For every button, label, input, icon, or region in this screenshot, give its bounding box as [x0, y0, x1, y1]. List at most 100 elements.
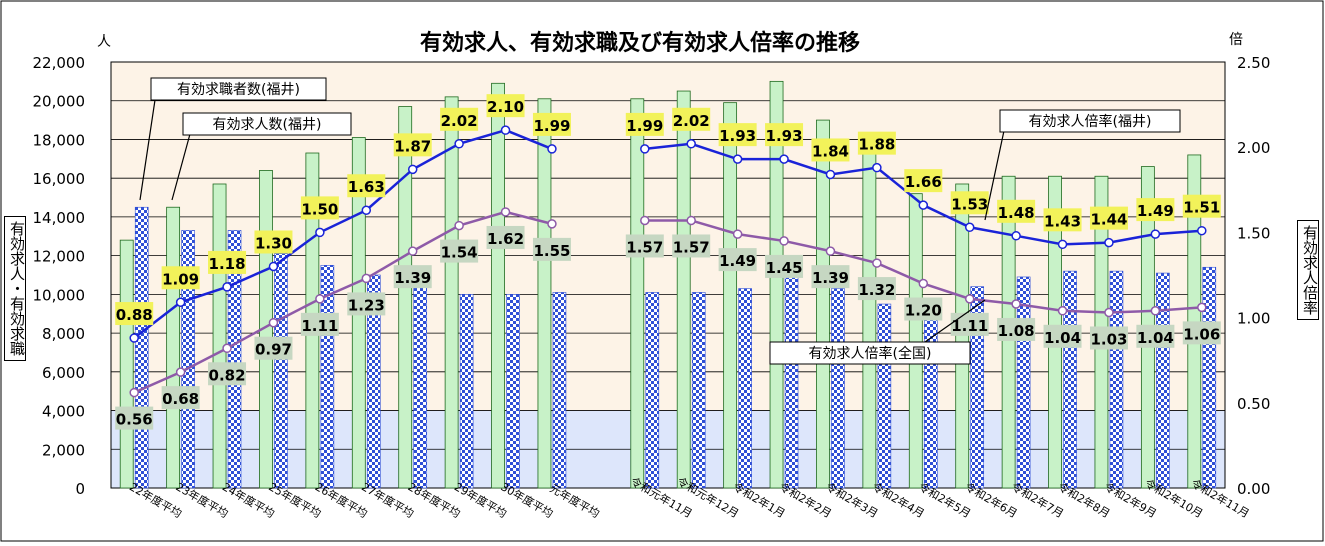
fukui-ratio-label-bg [115, 302, 154, 326]
national-ratio-point [407, 246, 418, 256]
national-ratio-point [129, 387, 139, 398]
right-tick-label: 2.00 [1237, 139, 1270, 157]
national-ratio-label: 1.06 [1183, 325, 1220, 343]
national-ratio-label-bg [486, 225, 525, 249]
fukui-ratio-point [500, 125, 511, 135]
fukui-ratio-label-bg [393, 133, 432, 157]
callout-text: 有効求職者数(福井) [177, 82, 300, 98]
national-ratio-label: 1.62 [487, 230, 524, 248]
bar-seekers [831, 288, 845, 489]
fukui-ratio-point [129, 333, 139, 343]
plot-border [110, 61, 1226, 489]
national-ratio-label: 1.23 [348, 296, 385, 314]
bar-openings [166, 206, 181, 489]
bar-openings [723, 102, 738, 489]
bar-seekers [134, 206, 149, 489]
national-ratio-label: 1.04 [1137, 329, 1174, 347]
fukui-ratio-label-bg [997, 199, 1036, 223]
fukui-ratio-point [407, 164, 418, 175]
left-tick-label: 16,000 [33, 170, 86, 188]
fukui-ratio-label-bg [208, 250, 247, 274]
national-ratio-label-bg [1182, 321, 1221, 345]
fukui-ratio-point [872, 162, 882, 173]
left-tick-label: 0 [75, 480, 85, 498]
national-ratio-label-bg [254, 336, 293, 360]
national-ratio-point [222, 343, 232, 354]
fukui-ratio-label-bg [161, 266, 200, 290]
bar-openings [816, 119, 830, 489]
bar-seekers [1202, 266, 1217, 489]
fukui-ratio-label: 1.87 [394, 137, 431, 155]
national-ratio-label: 1.39 [812, 269, 849, 287]
national-ratio-label-bg [532, 237, 571, 261]
bar-seekers [227, 230, 242, 489]
national-ratio-label: 0.68 [162, 390, 199, 408]
national-ratio-point [454, 220, 464, 231]
national-ratio-label: 1.11 [301, 317, 338, 335]
national-ratio-point [547, 219, 557, 229]
bar-seekers [181, 230, 195, 489]
bar-openings [537, 98, 552, 489]
fukui-ratio-label-bg [1136, 198, 1175, 222]
right-tick-label: 0.50 [1237, 395, 1270, 413]
fukui-ratio-point [964, 222, 975, 233]
national-ratio-label: 0.82 [209, 366, 246, 384]
bar-seekers [923, 301, 938, 489]
national-ratio-label-bg [393, 265, 432, 289]
national-ratio-point [872, 258, 882, 268]
fukui-ratio-label: 1.66 [905, 173, 942, 191]
national-ratio-point [500, 207, 511, 217]
fukui-ratio-label-bg [254, 230, 293, 254]
callout-text: 有効求人倍率(福井) [1029, 113, 1152, 130]
national-ratio-point [640, 215, 650, 226]
left-tick-label: 18,000 [33, 131, 86, 149]
fukui-ratio-label: 1.30 [255, 234, 292, 252]
fukui-ratio-label: 1.99 [626, 117, 663, 135]
national-ratio-label-bg [904, 297, 943, 321]
fukui-ratio-label-bg [1089, 206, 1128, 230]
fukui-ratio-label: 1.88 [858, 136, 895, 154]
fukui-ratio-label: 1.49 [1137, 202, 1174, 220]
callout-arrow [984, 125, 1006, 221]
fukui-ratio-point [686, 139, 696, 149]
national-ratio-label-bg [347, 292, 386, 316]
fukui-ratio-line [133, 128, 553, 340]
callout-box [150, 77, 327, 101]
fukui-ratio-point [1011, 231, 1021, 241]
fukui-ratio-point [732, 154, 743, 164]
fukui-ratio-point [825, 169, 836, 180]
callout-arrow [171, 133, 191, 201]
bar-openings [769, 80, 784, 489]
fukui-ratio-point [1197, 225, 1207, 236]
bar-seekers [1063, 270, 1077, 489]
left-tick-label: 14,000 [33, 209, 86, 227]
fukui-ratio-label: 1.09 [162, 270, 199, 288]
national-ratio-label: 1.20 [905, 302, 942, 320]
fukui-ratio-label-bg [1182, 194, 1221, 218]
fukui-ratio-point [547, 144, 557, 154]
national-ratio-label: 1.32 [858, 281, 895, 299]
bar-openings [908, 193, 923, 489]
national-ratio-point [361, 273, 372, 284]
national-ratio-point [732, 229, 743, 239]
national-ratio-label: 1.55 [533, 242, 570, 260]
fukui-ratio-label-bg [857, 131, 896, 155]
bar-openings [955, 183, 970, 489]
national-ratio-label: 1.39 [394, 269, 431, 287]
national-ratio-point [1150, 306, 1161, 316]
fukui-ratio-label: 1.53 [951, 195, 988, 213]
callout-box [182, 112, 352, 136]
fukui-ratio-label-bg [440, 107, 479, 131]
left-tick-label: 2,000 [42, 441, 85, 459]
fukui-ratio-label-bg [486, 94, 525, 118]
national-ratio-point [825, 246, 836, 256]
national-ratio-label: 0.97 [255, 341, 292, 359]
fukui-ratio-label: 1.51 [1183, 199, 1220, 217]
callout-arrow [139, 99, 156, 201]
bar-seekers [691, 292, 706, 489]
bar-seekers [877, 303, 892, 489]
fukui-ratio-label: 1.93 [719, 127, 756, 145]
fukui-ratio-label: 2.02 [673, 112, 710, 130]
fukui-ratio-label-bg [672, 107, 711, 131]
